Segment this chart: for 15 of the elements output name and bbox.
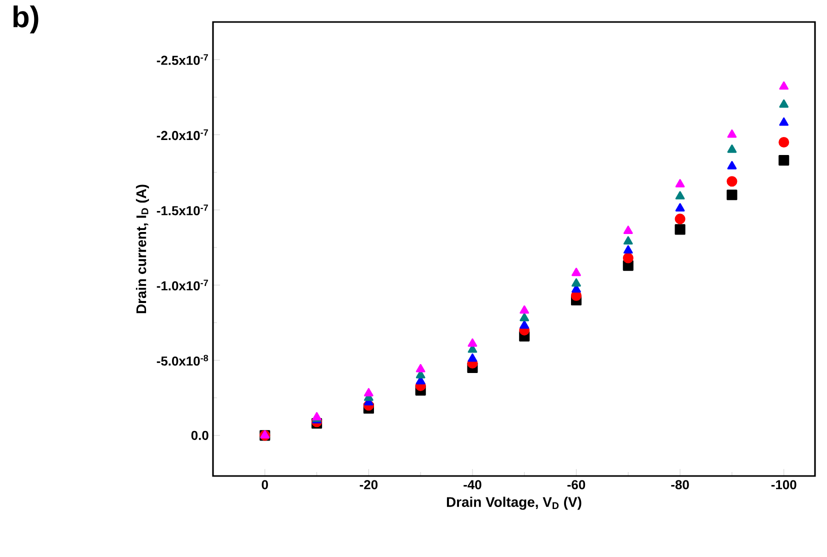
y-tick-label: 0.0 [191, 430, 208, 440]
text: b) [13, 6, 38, 34]
x-tick-label: -60 [567, 480, 586, 490]
y-tick-label: -2.0x10$^{-7}$ [156, 129, 208, 140]
y-tick-label: -5.0x10$^{-8}$ [156, 354, 208, 366]
y-tick-label: -1.0x10$^{-7}$ [156, 280, 208, 290]
y-tick-label: -1.5x10$^{-7}$ [156, 204, 208, 216]
x-tick-label: -40 [464, 480, 482, 490]
x-tick-label: -80 [671, 480, 689, 490]
x-tick-label: 0 [262, 480, 268, 490]
y-axis-title: Drain current, I$_{D}$ (A) [136, 184, 149, 314]
x-axis-title: Drain Voltage, V$_{D}$ (V) [446, 496, 582, 510]
x-tick-label: -100 [771, 480, 796, 490]
y-tick-label: -2.5x10$^{-7}$ [156, 54, 208, 65]
x-tick-label: -20 [360, 480, 378, 490]
